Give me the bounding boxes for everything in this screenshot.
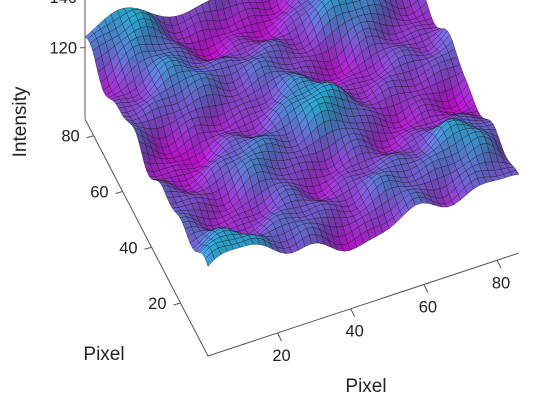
x-tick-label: 80 (492, 274, 510, 292)
x-axis-label: Pixel (345, 376, 386, 397)
z-tick-label: 140 (49, 0, 77, 7)
y-tick-label: 20 (148, 295, 166, 313)
surface-mesh (84, 0, 520, 267)
surface-patch (318, 0, 325, 3)
y-tick-label: 40 (119, 239, 137, 257)
surface-patch (285, 0, 290, 4)
surface-patch (307, 0, 315, 5)
x-tick-label: 60 (419, 299, 437, 317)
surface-patch (509, 169, 520, 176)
y-tick-label: 60 (90, 183, 108, 201)
z-tick-label: 120 (49, 40, 77, 58)
axes-lines (80, 0, 520, 357)
tick-labels: 20 40 60 80 20 40 60 80 120 140 (49, 0, 510, 365)
y-axis-label: Pixel (83, 344, 124, 365)
z-axis-label: Intensity (10, 86, 31, 157)
x-tick-label: 20 (272, 347, 290, 365)
y-tick-label: 80 (61, 128, 79, 146)
x-tick-label: 40 (346, 323, 364, 341)
